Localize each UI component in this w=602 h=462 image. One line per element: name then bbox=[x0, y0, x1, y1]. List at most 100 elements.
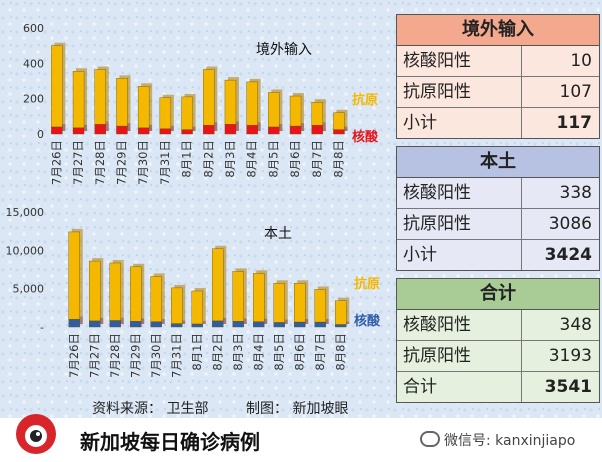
bar-antigen bbox=[273, 283, 285, 323]
summary-table: 合计 核酸阳性 348 抗原阳性 3193 合计 3541 bbox=[396, 278, 600, 403]
row-value: 107 bbox=[559, 82, 592, 102]
row-label: 抗原阳性 bbox=[397, 209, 522, 239]
summary-table: 本土 核酸阳性 338 抗原阳性 3086 小计 3424 bbox=[396, 146, 600, 271]
x-tick-label: 7月31日 bbox=[169, 333, 183, 378]
bar-antigen bbox=[335, 300, 347, 325]
chart-title: 本土 bbox=[264, 226, 292, 242]
bar-pcr bbox=[224, 124, 237, 135]
table-row: 核酸阳性 10 bbox=[397, 46, 599, 77]
bar-antigen bbox=[314, 289, 326, 323]
bar-pcr bbox=[150, 321, 162, 328]
bar-antigen bbox=[203, 69, 215, 126]
bar-antigen bbox=[224, 79, 237, 125]
bar-antigen bbox=[51, 45, 63, 128]
wechat-icon bbox=[420, 431, 440, 447]
table-row: 小计 3424 bbox=[397, 240, 599, 270]
y-tick-label: 0 bbox=[37, 128, 44, 141]
x-tick-label: 7月27日 bbox=[87, 333, 101, 378]
table-row: 抗原阳性 107 bbox=[397, 77, 599, 108]
x-tick-label: 8月1日 bbox=[190, 333, 204, 371]
bar-pcr bbox=[68, 319, 80, 328]
bar-pcr bbox=[212, 320, 224, 328]
bar-pcr bbox=[130, 321, 142, 328]
y-tick-label: - bbox=[40, 321, 44, 334]
row-value: 348 bbox=[559, 315, 592, 335]
bar-antigen bbox=[72, 71, 85, 129]
bar-pcr bbox=[268, 126, 280, 135]
bar-pcr bbox=[246, 124, 258, 135]
x-tick-label: 8月2日 bbox=[201, 140, 215, 178]
legend-antigen: 抗原 bbox=[352, 92, 378, 108]
bar-antigen bbox=[253, 273, 265, 322]
table-row: 小计 117 bbox=[397, 108, 599, 138]
row-label: 小计 bbox=[397, 240, 522, 270]
bar-pcr bbox=[109, 320, 121, 328]
bar-antigen bbox=[109, 262, 121, 321]
row-label: 抗原阳性 bbox=[397, 341, 522, 371]
x-tick-label: 7月27日 bbox=[71, 140, 85, 185]
bar-antigen bbox=[212, 248, 224, 322]
bar-pcr bbox=[273, 322, 285, 328]
x-tick-label: 8月5日 bbox=[266, 140, 280, 178]
row-value: 3086 bbox=[548, 214, 592, 234]
x-tick-label: 8月1日 bbox=[180, 140, 194, 178]
local-chart: - 5,000 10,000 15,000 本土 7月26日 7月27日 7月28日 7月29日… bbox=[6, 206, 382, 378]
row-value: 3424 bbox=[544, 245, 592, 265]
x-tick-label: 7月29日 bbox=[114, 140, 128, 185]
x-tick-label: 8月7日 bbox=[310, 140, 324, 178]
x-tick-label: 8月6日 bbox=[292, 333, 306, 371]
bar-pcr bbox=[314, 321, 326, 328]
table-row: 合计 3541 bbox=[397, 372, 599, 402]
bar-pcr bbox=[289, 125, 302, 135]
legend-antigen: 抗原 bbox=[354, 276, 380, 292]
x-tick-label: 8月4日 bbox=[245, 140, 259, 178]
bar-antigen bbox=[289, 95, 302, 127]
logo bbox=[14, 412, 58, 456]
x-tick-label: 8月4日 bbox=[251, 333, 265, 371]
bar-pcr bbox=[294, 321, 306, 328]
logo-icon bbox=[16, 414, 56, 454]
table-row: 抗原阳性 3086 bbox=[397, 209, 599, 240]
bar-antigen bbox=[333, 112, 345, 130]
y-tick-label: 600 bbox=[23, 22, 44, 35]
x-tick-label: 7月28日 bbox=[93, 140, 107, 185]
row-label: 小计 bbox=[397, 108, 522, 138]
x-tick-label: 7月29日 bbox=[128, 333, 142, 378]
y-tick-label: 10,000 bbox=[6, 244, 45, 257]
bar-pcr bbox=[94, 124, 106, 135]
bar-pcr bbox=[232, 321, 244, 328]
row-label: 抗原阳性 bbox=[397, 77, 522, 107]
row-value: 3193 bbox=[548, 346, 592, 366]
row-value: 3541 bbox=[544, 377, 592, 397]
bar-pcr bbox=[311, 124, 323, 135]
x-tick-label: 8月3日 bbox=[223, 140, 237, 178]
bar-antigen bbox=[130, 266, 142, 322]
bar-pcr bbox=[181, 129, 193, 135]
summary-table: 境外输入 核酸阳性 10 抗原阳性 107 小计 117 bbox=[396, 14, 600, 139]
credit-text: 制图： 新加坡眼 bbox=[246, 401, 349, 417]
bar-antigen bbox=[68, 231, 80, 320]
table-header: 境外输入 bbox=[397, 15, 599, 46]
x-tick-label: 8月6日 bbox=[288, 140, 302, 178]
bar-antigen bbox=[268, 92, 280, 128]
row-label: 核酸阳性 bbox=[397, 46, 522, 76]
x-tick-label: 7月26日 bbox=[49, 140, 63, 185]
bar-pcr bbox=[116, 125, 128, 135]
bar-pcr bbox=[253, 321, 265, 328]
bar-pcr bbox=[89, 320, 101, 328]
table-row: 核酸阳性 338 bbox=[397, 178, 599, 209]
x-tick-label: 8月7日 bbox=[313, 333, 327, 371]
bar-antigen bbox=[159, 97, 172, 129]
row-value: 117 bbox=[556, 113, 593, 133]
bar-antigen bbox=[294, 283, 306, 323]
y-tick-label: 5,000 bbox=[13, 283, 45, 296]
bar-pcr bbox=[171, 323, 183, 328]
x-tick-label: 8月8日 bbox=[333, 333, 347, 371]
row-label: 合计 bbox=[397, 372, 522, 402]
x-tick-label: 8月3日 bbox=[231, 333, 245, 371]
bar-antigen bbox=[191, 290, 203, 325]
table-row: 抗原阳性 3193 bbox=[397, 341, 599, 372]
bar-pcr bbox=[72, 127, 85, 135]
bar-pcr bbox=[333, 129, 345, 135]
bar-pcr bbox=[191, 323, 203, 328]
